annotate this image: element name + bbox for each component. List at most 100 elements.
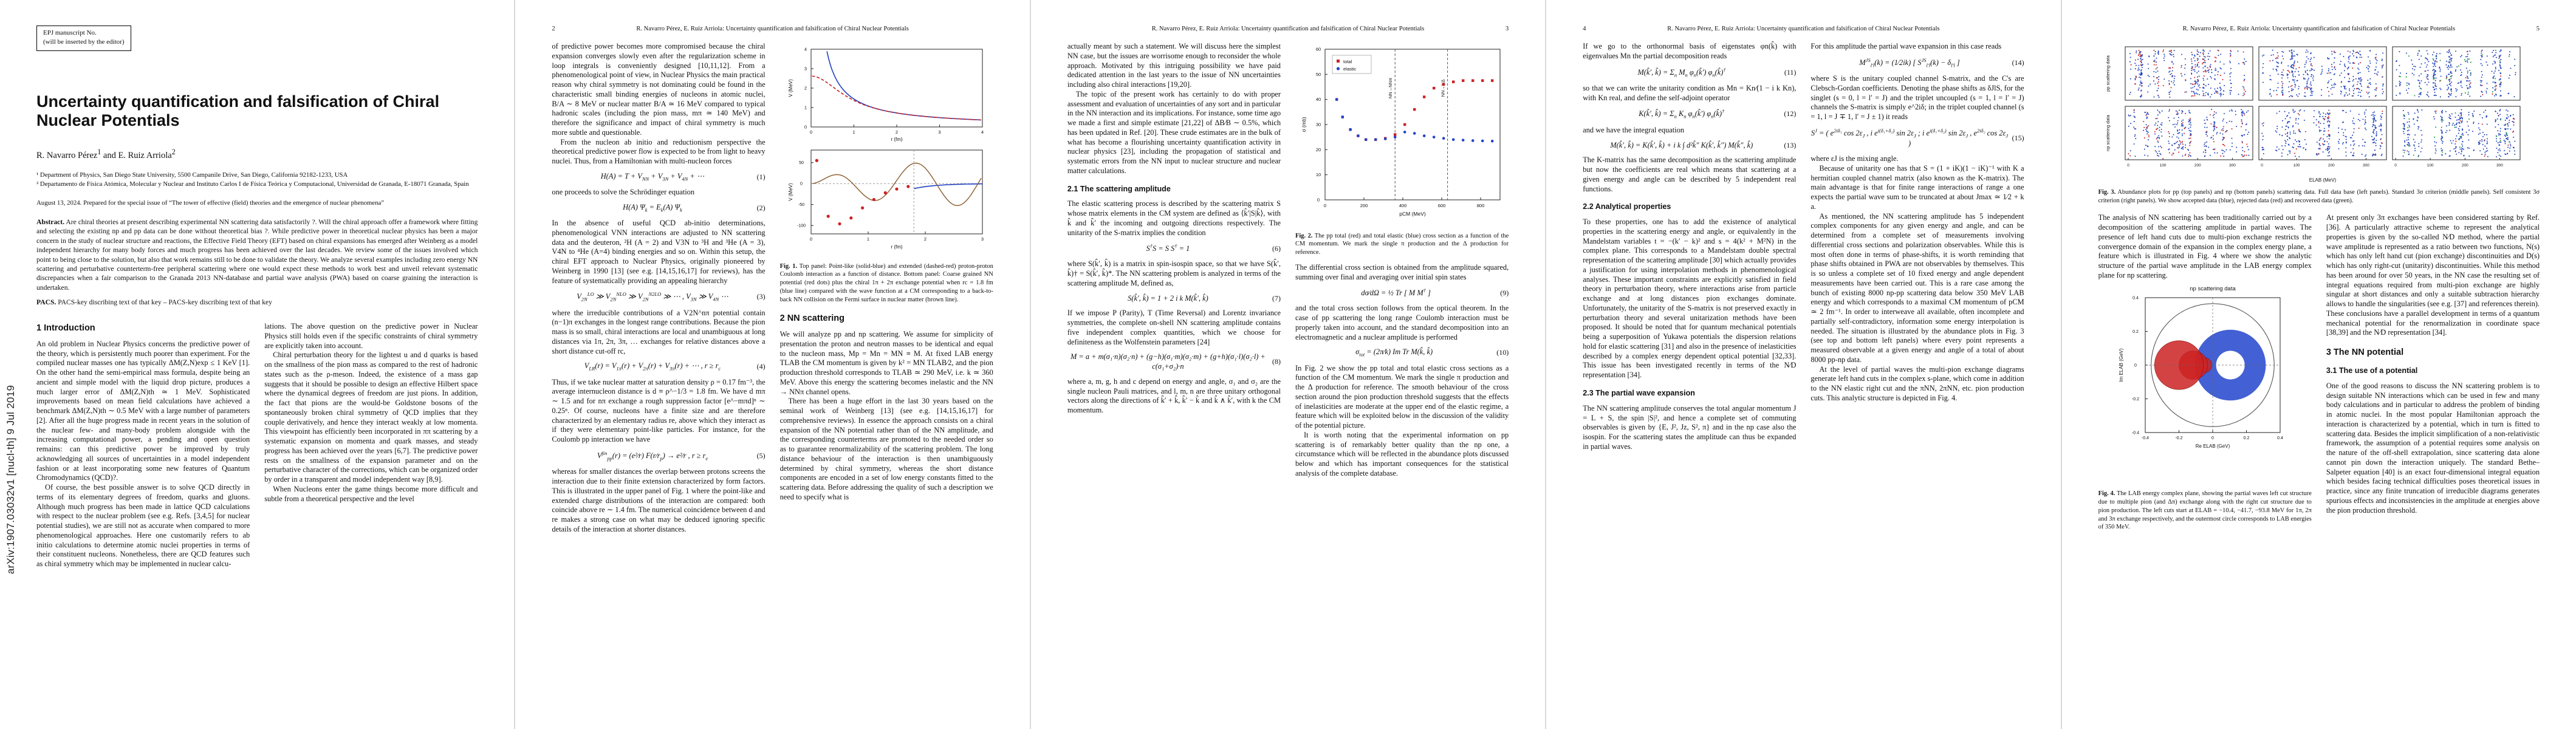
section-3-heading: 3 The NN potential (2326, 347, 2404, 358)
abstract: Abstract. Are chiral theories at present… (36, 217, 478, 292)
svg-text:3: 3 (981, 236, 984, 242)
equation-7: S(k̂′, k̂) = 1 + 2 i k M(k̂′, k̂) (7) (1128, 293, 1281, 303)
equation-3: V2NLO ≫ V2NNLO ≫ V2NN2LO ≫ ⋯ , V3N ≫ V4N… (577, 291, 766, 303)
affiliation-1: ¹ Department of Physics, San Diego State… (36, 171, 348, 179)
page-1: EPJ manuscript No. (will be inserted by … (0, 0, 515, 729)
running-head: 4 R. Navarro Pérez, E. Ruiz Arriola: Unc… (1583, 26, 2024, 32)
equation-6: S†S = S S† = 1 (6) (1146, 243, 1281, 253)
section-1-heading: 1 Introduction (36, 323, 95, 334)
paragraph: For this amplitude the partial wave expa… (1810, 42, 2002, 50)
running-title: R. Navarro Pérez, E. Ruiz Arriola: Uncer… (2182, 26, 2456, 32)
svg-text:-0.4: -0.4 (2132, 431, 2139, 435)
svg-text:4: 4 (981, 129, 984, 135)
paragraph: where S(k̂′, k̂) is a matrix in spin-iso… (1067, 259, 1281, 287)
arxiv-watermark: arXiv:1907.03032v1 [nucl-th] 9 Jul 2019 (5, 385, 16, 574)
svg-text:0.4: 0.4 (2277, 436, 2283, 440)
paragraph: Chiral perturbation theory for the light… (264, 351, 478, 484)
paragraph: where the irreducible contributions of a… (552, 308, 766, 355)
paragraph: and the total cross section follows from… (1295, 304, 1509, 341)
svg-text:0: 0 (810, 236, 812, 242)
affiliation-2: ² Departamento de Física Atómica, Molecu… (36, 180, 469, 188)
paragraph: of predictive power becomes more comprom… (552, 42, 766, 137)
svg-text:pp scattering data: pp scattering data (2105, 55, 2111, 91)
svg-text:-50: -50 (798, 203, 804, 207)
paragraph: There has been a huge effort in the last… (779, 397, 993, 501)
paragraph: We will analyze pp and np scattering. We… (779, 330, 993, 396)
paragraph: and we have the integral equation (1583, 125, 1685, 134)
paragraph: where S is the unitary coupled channel S… (1810, 74, 2024, 122)
svg-text:100: 100 (2427, 163, 2434, 168)
pacs-text: PACS-key discribing text of that key – P… (58, 298, 272, 307)
equation-12: K(k̂′, k̂) = Σn Kn φn(k̂′) φn(k̂)† (12) (1639, 108, 1797, 120)
paragraph: Because of unitarity one has that S = (1… (1810, 163, 2024, 211)
figure-4: np scattering data -0.4 -0.4 -0.2 -0.2 0 0 0.2 0… (2098, 282, 2312, 488)
running-title: R. Navarro Pérez, E. Ruiz Arriola: Uncer… (1667, 26, 1940, 32)
svg-text:0.2: 0.2 (2132, 330, 2139, 334)
svg-text:1: 1 (867, 236, 869, 242)
page5-column-1: The analysis of NN scattering has been t… (2098, 213, 2312, 538)
svg-text:total: total (1343, 59, 1352, 64)
svg-text:1: 1 (804, 105, 807, 111)
svg-text:0: 0 (2211, 436, 2214, 440)
section-2-3-heading: 2.3 The partial wave expansion (1583, 388, 1695, 397)
svg-text:0: 0 (2127, 163, 2129, 168)
svg-text:r (fm): r (fm) (891, 137, 903, 142)
svg-text:20: 20 (1315, 147, 1320, 152)
paragraph: At present only 3π exchanges have been c… (2326, 213, 2540, 337)
page1-column-2: lations. The above question on the predi… (264, 322, 478, 569)
svg-text:σ (mb): σ (mb) (1301, 117, 1307, 132)
svg-text:r (fm): r (fm) (891, 244, 903, 250)
page-number: 3 (1505, 26, 1509, 32)
equation-1: H(A) = T + VNN + V3N + V4N + ⋯ (1) (600, 171, 766, 182)
equation-14: MJSl′l(k) = (1∕2ik) [ SJSl′l(k) − δl′l ]… (1859, 56, 2024, 69)
paragraph: It is worth noting that the experimental… (1295, 430, 1509, 477)
svg-text:4: 4 (804, 47, 807, 52)
paragraph: The topic of the present work has certai… (1067, 89, 1281, 175)
equation-4: VLR(r) = V1π(r) + V2π(r) + V3π(r) + ⋯ , … (584, 361, 766, 372)
svg-text:0.4: 0.4 (2132, 296, 2139, 300)
svg-text:0: 0 (2394, 163, 2397, 168)
paragraph: To these properties, one has to add the … (1583, 217, 1797, 380)
manuscript-note: EPJ manuscript No. (will be inserted by … (36, 26, 131, 52)
page-number: 2 (552, 26, 555, 32)
paragraph: In the absence of useful QCD ab-initio d… (552, 219, 766, 285)
page2-column-1: of predictive power becomes more comprom… (552, 42, 765, 535)
abstract-label: Abstract. (36, 217, 65, 226)
page-number: 5 (2536, 26, 2540, 32)
section-2-1-heading: 2.1 The scattering amplitude (1067, 184, 1171, 193)
running-head: R. Navarro Pérez, E. Ruiz Arriola: Uncer… (2098, 26, 2540, 32)
svg-text:V (MeV): V (MeV) (788, 79, 793, 97)
svg-text:elastic: elastic (1343, 66, 1357, 72)
svg-text:NN→NNπ: NN→NNπ (1388, 78, 1393, 98)
page-number: 4 (1583, 26, 1586, 32)
paragraph: The K-matrix has the same decomposition … (1583, 156, 1797, 193)
running-title: R. Navarro Pérez, E. Ruiz Arriola: Uncer… (636, 26, 909, 32)
svg-text:np scattering data: np scattering data (2105, 114, 2111, 151)
paragraph: At the level of partial waves the multi-… (1810, 364, 2024, 402)
svg-text:300: 300 (2496, 163, 2503, 168)
svg-text:0: 0 (810, 129, 812, 135)
svg-text:10: 10 (1315, 172, 1320, 177)
svg-text:NN→NΔ: NN→NΔ (1440, 80, 1445, 97)
section-3-1-heading: 3.1 The use of a potential (2326, 366, 2418, 375)
svg-text:Im ELAB (GeV): Im ELAB (GeV) (2119, 348, 2124, 382)
svg-text:pCM (MeV): pCM (MeV) (1399, 211, 1426, 217)
paragraph: From the nucleon ab initio and reduction… (552, 137, 766, 166)
svg-text:V (MeV): V (MeV) (788, 183, 793, 201)
page3-column-1: actually meant by such a statement. We w… (1067, 42, 1281, 479)
equation-13: M(k̂′, k̂) = K(k̂′, k̂) + i k ∫ d²k̂″ K(… (1610, 140, 1797, 149)
equation-9: dσ∕dΩ = ½ Tr [ M M† ] (9) (1361, 287, 1509, 298)
running-head: R. Navarro Pérez, E. Ruiz Arriola: Uncer… (1067, 26, 1509, 32)
page3-column-2: 0 200 400 600 800 0 10 20 30 40 50 60 NN→NNπ NN→NΔ tot… (1295, 42, 1509, 479)
svg-text:-0.2: -0.2 (2132, 397, 2139, 402)
page-5: R. Navarro Pérez, E. Ruiz Arriola: Uncer… (2061, 0, 2576, 729)
manuscript-note-line2: (will be inserted by the editor) (43, 38, 125, 46)
page-3: R. Navarro Pérez, E. Ruiz Arriola: Uncer… (1030, 0, 1546, 729)
svg-text:-0.4: -0.4 (2142, 436, 2149, 440)
svg-text:30: 30 (1315, 122, 1320, 128)
svg-text:200: 200 (2462, 163, 2468, 168)
svg-text:0: 0 (1317, 197, 1320, 203)
equation-8: M = a + m(σ₁·n)(σ₂·n) + (g−h)(σ₁·m)(σ₂·m… (1070, 352, 1281, 371)
svg-text:800: 800 (1476, 203, 1484, 208)
